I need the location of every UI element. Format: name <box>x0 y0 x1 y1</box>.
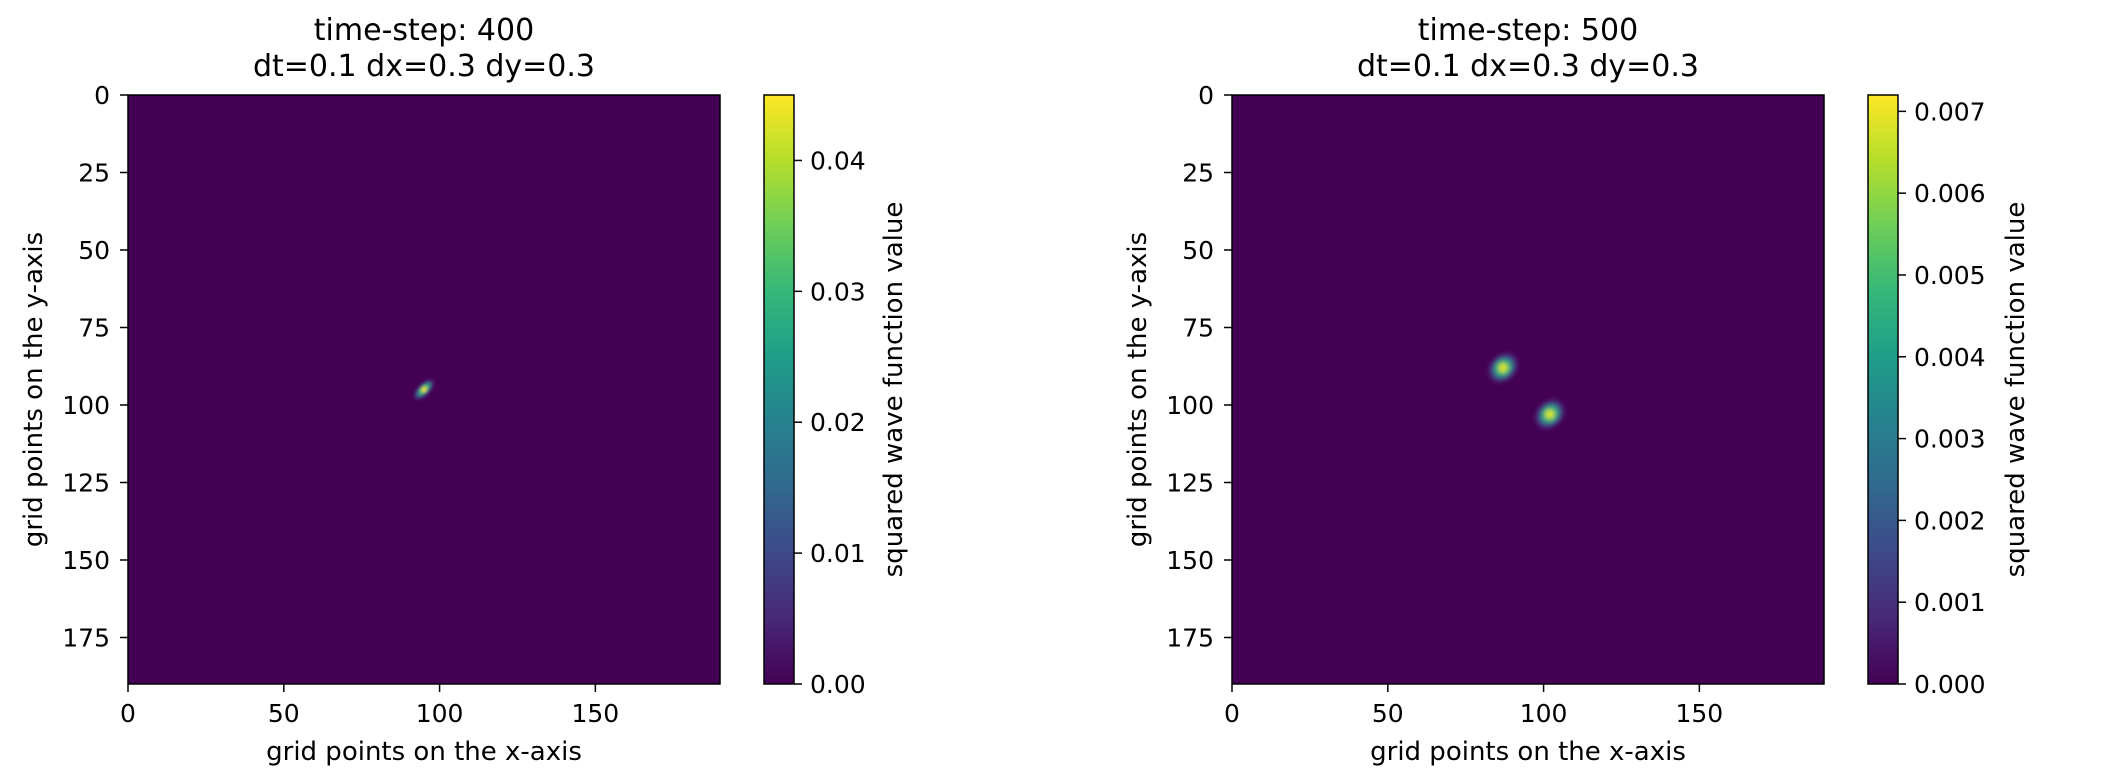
chart-2-heatmap-peaks <box>1488 353 1565 429</box>
chart-2-y-axis-label: grid points on the y-axis <box>1123 232 1153 547</box>
chart-1-subtitle: dt=0.1 dx=0.3 dy=0.3 <box>253 49 595 84</box>
chart-2-x-axis-label: grid points on the x-axis <box>1370 737 1686 767</box>
chart-2-colorbar-tick-label: 0.005 <box>1914 261 1986 290</box>
chart-1-y-axis-label: grid points on the y-axis <box>19 232 49 547</box>
chart-2-peak-2 <box>1535 399 1565 429</box>
chart-2-x-tick-label: 50 <box>1372 699 1404 728</box>
chart-2-colorbar-label: squared wave function value <box>2001 202 2031 578</box>
chart-1-colorbar <box>763 94 795 685</box>
chart-2-colorbar-tick-label: 0.002 <box>1914 506 1986 535</box>
chart-2-colorbar <box>1867 94 1899 685</box>
chart-1-x-axis-label: grid points on the x-axis <box>266 737 582 767</box>
chart-1-x-tick-label: 150 <box>572 699 620 728</box>
chart-2-plot-frame <box>1231 94 1825 685</box>
chart-2-colorbar-tick-label: 0.007 <box>1914 97 1986 126</box>
chart-2-title: time-step: 500 <box>1418 13 1638 48</box>
chart-2-y-tick-label: 0 <box>1198 81 1214 110</box>
chart-2-heatmap-background <box>1232 95 1824 684</box>
chart-2-x-tick-label: 150 <box>1676 699 1724 728</box>
chart-1-y-tick-label: 75 <box>78 314 110 343</box>
chart-1-y-tick-label: 150 <box>62 546 110 575</box>
chart-2-y-tick-label: 125 <box>1166 469 1214 498</box>
chart-1-colorbar-label: squared wave function value <box>879 202 909 578</box>
chart-2-y-tick-label: 25 <box>1182 159 1214 188</box>
chart-2-colorbar-tick-label: 0.000 <box>1914 670 1986 699</box>
chart-2-colorbar-tick-label: 0.003 <box>1914 425 1986 454</box>
chart-2-y-tick-label: 175 <box>1166 624 1214 653</box>
chart-1-colorbar-tick-label: 0.03 <box>810 277 866 306</box>
chart-2-colorbar-tick-label: 0.001 <box>1914 588 1986 617</box>
chart-1-x-tick-label: 50 <box>268 699 300 728</box>
chart-1-heatmap-peaks <box>413 379 435 400</box>
chart-2-y-tick-label: 150 <box>1166 546 1214 575</box>
chart-1-peak-1 <box>413 379 435 400</box>
chart-2-colorbar-tick-label: 0.004 <box>1914 343 1986 372</box>
chart-2-y-tick-label: 100 <box>1166 391 1214 420</box>
chart-2-colorbar-tick-label: 0.006 <box>1914 179 1986 208</box>
chart-1-y-tick-label: 100 <box>62 391 110 420</box>
chart-1-title: time-step: 400 <box>314 13 534 48</box>
chart-1-y-tick-label: 175 <box>62 624 110 653</box>
chart-1-y-tick-label: 0 <box>94 81 110 110</box>
chart-2-peak-1 <box>1488 353 1518 383</box>
chart-1-y-tick-label: 25 <box>78 159 110 188</box>
chart-2-y-tick-label: 75 <box>1182 314 1214 343</box>
chart-1-y-tick-label: 50 <box>78 236 110 265</box>
chart-1-colorbar-tick-label: 0.02 <box>810 408 866 437</box>
chart-1-x-tick-label: 100 <box>416 699 464 728</box>
chart-2-y-tick-label: 50 <box>1182 236 1214 265</box>
chart-1-colorbar-tick-label: 0.00 <box>810 670 866 699</box>
chart-1-x-tick-label: 0 <box>120 699 136 728</box>
chart-1-colorbar-tick-label: 0.04 <box>810 146 866 175</box>
chart-1-plot-frame <box>127 94 721 685</box>
chart-1-y-tick-label: 125 <box>62 469 110 498</box>
chart-2-subtitle: dt=0.1 dx=0.3 dy=0.3 <box>1357 49 1699 84</box>
chart-2-x-tick-label: 0 <box>1224 699 1240 728</box>
chart-1-colorbar-tick-label: 0.01 <box>810 539 866 568</box>
chart-2-x-tick-label: 100 <box>1520 699 1568 728</box>
